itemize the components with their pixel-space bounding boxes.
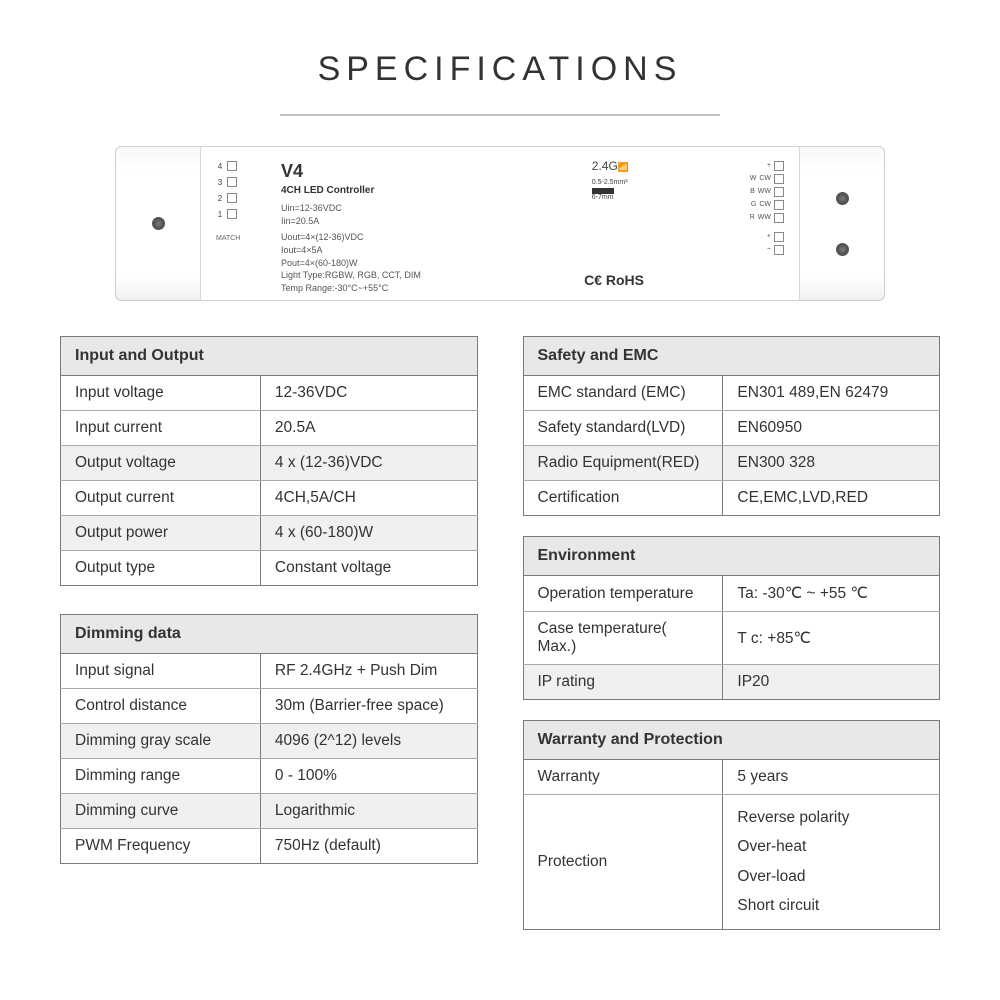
table-row: IP ratingIP20	[523, 665, 940, 700]
table-row: Operation temperatureTa: -30℃ ~ +55 ℃	[523, 576, 940, 612]
device-illustration: 4 3 2 1 MATCH V4 4CH LED Controller Uin=…	[115, 146, 885, 301]
warranty-table: Warranty and Protection Warranty5 years …	[523, 720, 941, 930]
table-row: Protection Reverse polarity Over-heat Ov…	[523, 795, 940, 930]
table-row: Case temperature( Max.)T c: +85℃	[523, 612, 940, 665]
table-row: Control distance30m (Barrier-free space)	[61, 689, 478, 724]
dimming-table: Dimming data Input signalRF 2.4GHz + Pus…	[60, 614, 478, 864]
right-column: Safety and EMC EMC standard (EMC)EN301 4…	[523, 336, 941, 958]
table-row: Output voltage4 x (12-36)VDC	[61, 446, 478, 481]
io-table: Input and Output Input voltage12-36VDC I…	[60, 336, 478, 586]
table-row: Radio Equipment(RED)EN300 328	[523, 446, 940, 481]
table-row: PWM Frequency750Hz (default)	[61, 829, 478, 864]
safety-table: Safety and EMC EMC standard (EMC)EN301 4…	[523, 336, 941, 516]
table-row: Input signalRF 2.4GHz + Push Dim	[61, 654, 478, 689]
screw-icon	[836, 192, 849, 205]
device-left-cap	[116, 147, 201, 300]
table-row: EMC standard (EMC)EN301 489,EN 62479	[523, 376, 940, 411]
page-title: SPECIFICATIONS	[60, 50, 940, 89]
output-terminals: + WCW BWW GCW RWW + −	[709, 159, 784, 256]
protection-label: Protection	[523, 795, 723, 930]
device-body: 4 3 2 1 MATCH V4 4CH LED Controller Uin=…	[201, 147, 799, 300]
table-row: Output typeConstant voltage	[61, 551, 478, 586]
dimming-header: Dimming data	[61, 615, 478, 654]
table-row: Input current20.5A	[61, 411, 478, 446]
match-label: MATCH	[216, 235, 266, 242]
table-row: Warranty5 years	[523, 760, 940, 795]
table-row: Safety standard(LVD)EN60950	[523, 411, 940, 446]
device-right-cap	[799, 147, 884, 300]
table-row: Dimming curveLogarithmic	[61, 794, 478, 829]
safety-header: Safety and EMC	[523, 337, 940, 376]
table-row: Input voltage12-36VDC	[61, 376, 478, 411]
left-column: Input and Output Input voltage12-36VDC I…	[60, 336, 478, 958]
screw-icon	[152, 217, 165, 230]
table-row: Output power4 x (60-180)W	[61, 516, 478, 551]
io-header: Input and Output	[61, 337, 478, 376]
spec-columns: Input and Output Input voltage12-36VDC I…	[60, 336, 940, 958]
table-row: Dimming range0 - 100%	[61, 759, 478, 794]
warranty-header: Warranty and Protection	[523, 721, 940, 760]
table-row: Output current4CH,5A/CH	[61, 481, 478, 516]
wireless-label: 2.4G📶 0.5-2.5mm² 6-7mm	[592, 159, 629, 201]
protection-values: Reverse polarity Over-heat Over-load Sho…	[723, 795, 940, 930]
environment-table: Environment Operation temperatureTa: -30…	[523, 536, 941, 700]
input-terminals: 4 3 2 1 MATCH	[216, 159, 266, 288]
title-underline	[280, 114, 720, 116]
table-row: Dimming gray scale4096 (2^12) levels	[61, 724, 478, 759]
compliance-marks: C€ RoHS	[584, 272, 644, 288]
table-row: CertificationCE,EMC,LVD,RED	[523, 481, 940, 516]
environment-header: Environment	[523, 537, 940, 576]
screw-icon	[836, 243, 849, 256]
